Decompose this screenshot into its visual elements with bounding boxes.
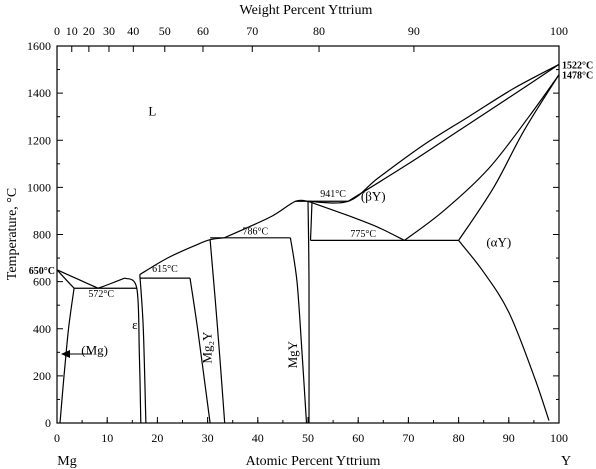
left-tick-label: 600	[33, 275, 51, 289]
top-tick-label: 80	[313, 24, 325, 38]
left-axis: 0 200 400 600 800 1000 1200 1400 1600	[27, 39, 63, 430]
boundary-beta-alpha-boundary	[458, 74, 560, 241]
right-axis	[553, 45, 559, 424]
compound-label: Mg₂Y	[200, 331, 215, 364]
invariant-temperature-label: 941°C	[320, 189, 346, 200]
left-tick-label: 800	[33, 228, 51, 242]
boundary-mgy-right	[307, 201, 310, 424]
top-tick-label: 40	[127, 24, 139, 38]
left-tick-label: 0	[45, 416, 51, 430]
top-axis-title: Weight Percent Yttrium	[240, 3, 373, 18]
bottom-tick-label: 20	[151, 431, 163, 445]
top-tick-label: 10	[66, 24, 78, 38]
top-tick-label: 90	[408, 24, 420, 38]
phase-labels: L (βY) (αY) ε (Mg) Mg₂Y MgY 572°C 615°C 786°C 775°…	[29, 60, 593, 368]
boundary-liquidus-y	[307, 63, 560, 204]
left-tick-label: 1400	[27, 86, 51, 100]
boundary-beta-liquidus-inner	[347, 63, 560, 202]
boundary-mgy-left	[289, 237, 308, 424]
top-tick-label: 20	[83, 24, 95, 38]
phase-label: L	[148, 104, 156, 119]
left-tick-label: 1600	[27, 39, 51, 53]
plot-frame	[56, 45, 560, 424]
top-tick-label: 70	[246, 24, 258, 38]
top-tick-label: 60	[197, 24, 209, 38]
boundary-mg-solvus-top	[56, 269, 75, 289]
top-tick-label: 0	[54, 24, 60, 38]
bottom-tick-label: 0	[54, 431, 60, 445]
bottom-tick-label: 50	[302, 431, 314, 445]
mg-element-label: Mg	[57, 454, 76, 469]
invariant-temperature-label: 775°C	[350, 229, 376, 240]
phase-label: (Mg)	[81, 343, 108, 358]
boundary-eps-left	[124, 277, 142, 424]
phase-label: (αY)	[486, 234, 511, 249]
y-element-label: Y	[561, 454, 571, 469]
boundary-liquidus-mg	[56, 269, 99, 289]
boundary-liquidus-mgy	[223, 199, 309, 239]
bottom-tick-label: 10	[101, 431, 113, 445]
compound-label: MgY	[285, 340, 300, 368]
melting-point-label: 1478°C	[562, 71, 593, 82]
mg-phase-arrow	[61, 350, 92, 358]
boundary-mg2y-left	[189, 278, 211, 424]
invariant-temperature-label: 615°C	[152, 264, 178, 275]
boundary-mgy-right-solvus	[309, 201, 313, 241]
bottom-axis: 0 10 20 30 40 50 60 70 80 90 100	[54, 417, 568, 445]
bottom-tick-label: 80	[453, 431, 465, 445]
bottom-tick-label: 100	[550, 431, 568, 445]
top-tick-label: 50	[159, 24, 171, 38]
melting-point-label: 1522°C	[562, 60, 593, 71]
bottom-tick-label: 90	[503, 431, 515, 445]
boundary-eps-right	[139, 274, 147, 424]
boundary-liquidus-eps	[97, 277, 126, 289]
invariant-temperature-label: 572°C	[88, 289, 114, 300]
left-tick-label: 400	[33, 322, 51, 336]
boundary-beta-solvus-left	[307, 200, 405, 241]
bottom-tick-label: 40	[252, 431, 264, 445]
top-axis: 0 10 20 30 40 50 60 70 80 90 100	[54, 24, 568, 52]
phase-boundaries	[56, 63, 560, 424]
boundary-liquidus-mg2y	[139, 237, 225, 276]
bottom-tick-label: 60	[352, 431, 364, 445]
melting-point-label: 650°C	[29, 266, 55, 277]
phase-label: (βY)	[361, 188, 386, 203]
boundary-alpha-solvus	[458, 240, 550, 421]
top-tick-label: 30	[103, 24, 115, 38]
phase-label: ε	[132, 317, 138, 332]
left-tick-label: 1000	[27, 180, 51, 194]
bottom-axis-title: Atomic Percent Yttrium	[246, 454, 381, 469]
left-tick-label: 1200	[27, 133, 51, 147]
boundary-mg2y-right	[209, 239, 226, 424]
top-tick-label: 100	[550, 24, 568, 38]
left-axis-title: Temperature, °C	[5, 188, 20, 280]
bottom-tick-label: 30	[202, 431, 214, 445]
invariant-temperature-label: 786°C	[242, 227, 268, 238]
bottom-tick-label: 70	[402, 431, 414, 445]
left-tick-label: 200	[33, 369, 51, 383]
boundary-beta-solvus-right	[404, 74, 560, 241]
